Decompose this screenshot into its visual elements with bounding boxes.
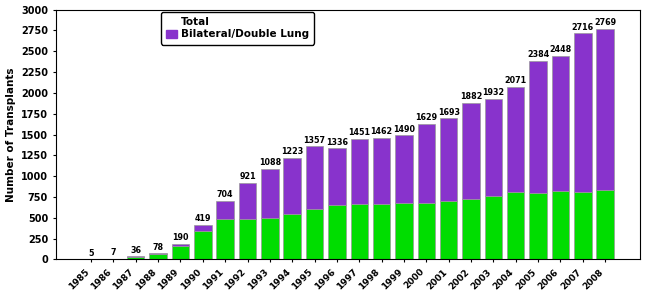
Text: 1223: 1223	[281, 147, 304, 156]
Bar	[552, 56, 569, 190]
Text: 7: 7	[110, 248, 116, 257]
Bar	[440, 119, 457, 201]
Bar	[395, 135, 413, 203]
Bar	[328, 205, 346, 260]
Bar	[149, 253, 167, 254]
Text: 1932: 1932	[483, 88, 505, 97]
Bar	[194, 231, 211, 260]
Bar	[216, 219, 234, 260]
Bar	[574, 33, 592, 192]
Text: 1336: 1336	[326, 138, 348, 147]
Bar	[529, 192, 547, 260]
Bar	[239, 219, 256, 260]
Bar	[105, 259, 122, 260]
Bar	[261, 169, 278, 218]
Text: 1490: 1490	[393, 125, 415, 134]
Bar	[261, 218, 278, 260]
Text: 5: 5	[89, 249, 94, 257]
Bar	[306, 146, 323, 209]
Bar	[484, 99, 502, 196]
Text: 704: 704	[217, 190, 233, 199]
Bar	[216, 201, 234, 219]
Text: 921: 921	[239, 172, 256, 181]
Bar	[574, 192, 592, 260]
Bar	[463, 103, 480, 198]
Bar	[395, 203, 413, 260]
Bar	[529, 61, 547, 192]
Bar	[306, 209, 323, 260]
Text: 1629: 1629	[415, 113, 437, 122]
Bar	[149, 254, 167, 260]
Text: 1882: 1882	[460, 92, 482, 101]
Bar	[484, 196, 502, 260]
Bar	[284, 214, 301, 260]
Bar	[596, 29, 614, 190]
Bar	[596, 190, 614, 260]
Legend: Total, Bilateral/Double Lung: Total, Bilateral/Double Lung	[161, 12, 314, 45]
Text: 190: 190	[172, 233, 189, 242]
Text: 2071: 2071	[505, 76, 526, 86]
Bar	[82, 259, 99, 260]
Text: 78: 78	[152, 243, 163, 252]
Bar	[351, 139, 368, 204]
Bar	[507, 87, 525, 192]
Text: 2716: 2716	[572, 23, 594, 32]
Bar	[417, 203, 435, 260]
Bar	[507, 192, 525, 260]
Bar	[463, 198, 480, 260]
Text: 2769: 2769	[594, 18, 616, 27]
Bar	[440, 201, 457, 260]
Text: 419: 419	[194, 214, 211, 223]
Bar	[194, 225, 211, 231]
Text: 36: 36	[130, 246, 141, 255]
Y-axis label: Number of Transplants: Number of Transplants	[6, 67, 16, 202]
Bar	[172, 246, 189, 260]
Bar	[552, 190, 569, 260]
Text: 2448: 2448	[549, 45, 572, 54]
Text: 1462: 1462	[371, 127, 393, 136]
Bar	[417, 124, 435, 203]
Bar	[127, 257, 145, 260]
Text: 1693: 1693	[438, 108, 460, 117]
Bar	[351, 204, 368, 260]
Bar	[328, 148, 346, 205]
Bar	[373, 138, 390, 203]
Text: 1357: 1357	[304, 136, 326, 145]
Text: 2384: 2384	[527, 50, 549, 59]
Text: 1451: 1451	[348, 128, 370, 137]
Bar	[172, 244, 189, 246]
Text: 1088: 1088	[259, 158, 281, 167]
Bar	[239, 183, 256, 219]
Bar	[373, 203, 390, 260]
Bar	[284, 158, 301, 214]
